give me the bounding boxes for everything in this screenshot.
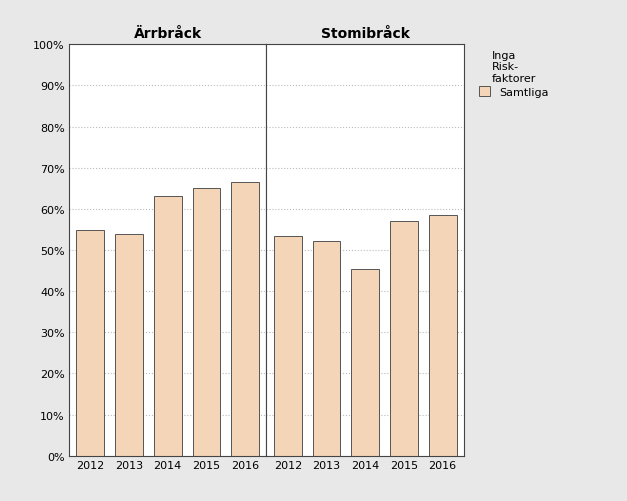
Bar — [231, 182, 259, 456]
Bar — [115, 235, 143, 456]
Bar — [154, 197, 182, 456]
Bar — [390, 221, 418, 456]
Bar — [429, 215, 456, 456]
Bar — [312, 241, 340, 456]
Bar — [76, 230, 104, 456]
Bar — [274, 237, 302, 456]
Title: Stomibråck: Stomibråck — [321, 27, 409, 41]
Legend: Samtliga: Samtliga — [479, 51, 549, 98]
Title: Ärrbråck: Ärrbråck — [134, 27, 202, 41]
Bar — [351, 269, 379, 456]
Bar — [192, 188, 221, 456]
